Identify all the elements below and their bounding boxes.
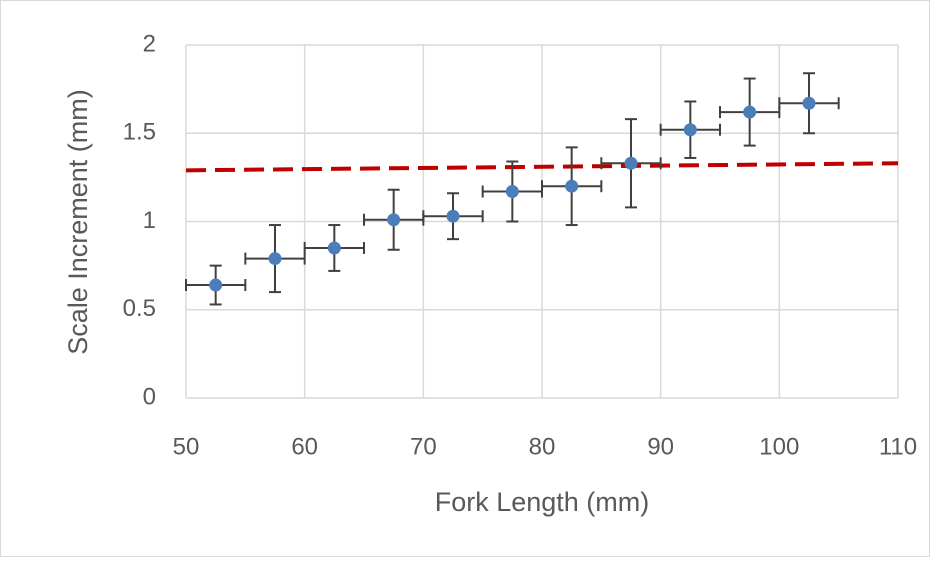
data-point [802,96,816,110]
data-point [446,209,460,223]
data-point [743,105,757,119]
y-tick-label: 0.5 [123,295,156,322]
x-axis-title: Fork Length (mm) [435,487,650,517]
reference-line [185,161,899,173]
data-point [624,156,638,170]
x-tick-label: 50 [173,433,200,460]
x-tick-label: 80 [529,433,556,460]
data-point [505,184,519,198]
y-axis-title: Scale Increment (mm) [63,89,93,355]
data-point [387,213,401,227]
x-tick-label: 110 [879,433,917,460]
data-point [683,123,697,137]
x-tick-label: 60 [291,433,318,460]
y-tick-label: 0 [143,383,156,410]
y-tick-label: 2 [143,30,156,57]
x-tick-label: 90 [647,433,674,460]
y-tick-label: 1.5 [123,119,156,146]
data-point [268,252,282,266]
y-tick-label: 1 [143,207,156,234]
x-tick-label: 100 [759,433,799,460]
x-tick-label: 70 [410,433,437,460]
data-point [327,241,341,255]
data-point [209,278,223,292]
data-point [565,179,579,193]
